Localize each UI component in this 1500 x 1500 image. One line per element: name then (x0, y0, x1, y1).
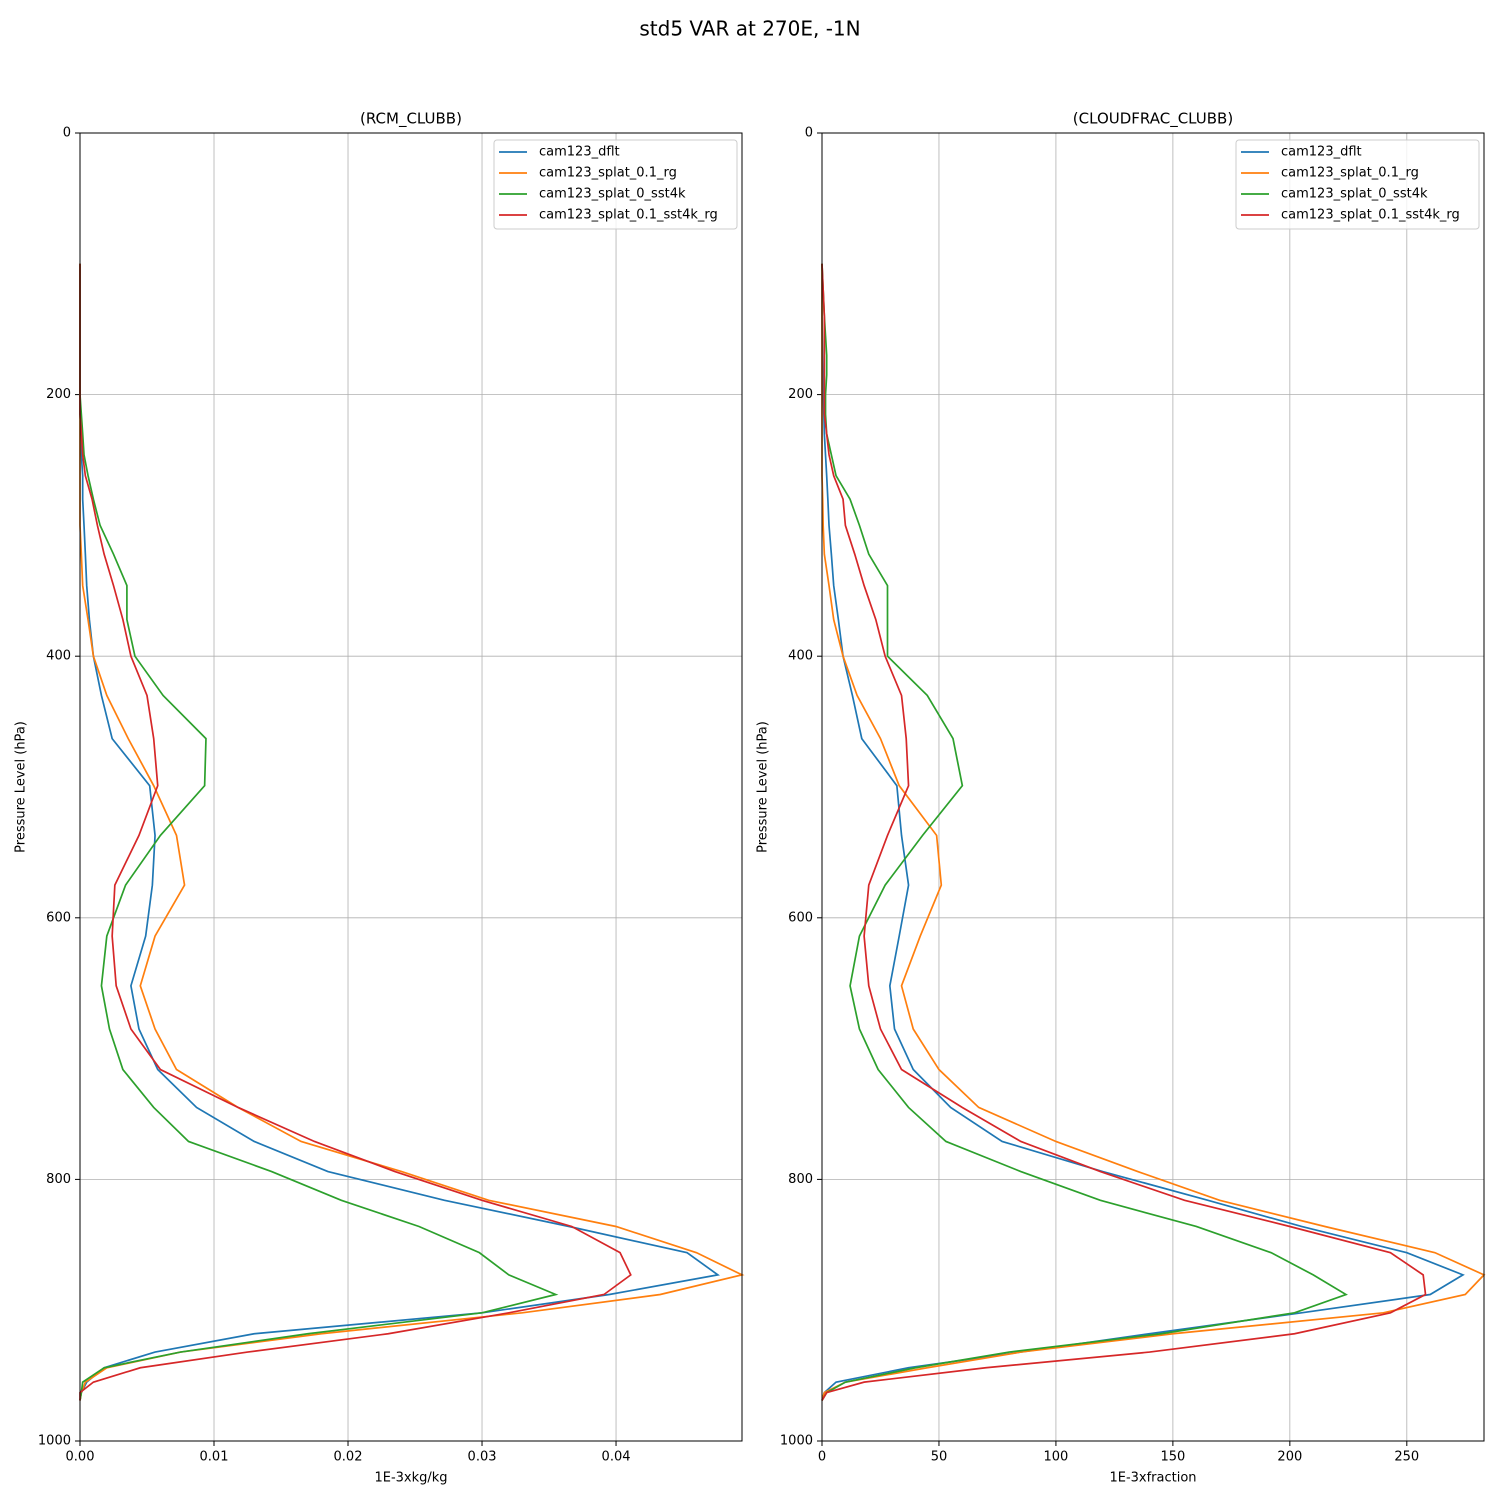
y-tick-label: 600 (788, 910, 813, 925)
series-line (79, 263, 559, 1401)
x-tick-label: 0 (818, 1450, 826, 1465)
x-axis-label: 1E-3xkg/kg (374, 1471, 447, 1486)
legend-label: cam123_splat_0.1_rg (1281, 166, 1419, 181)
legend-label: cam123_dflt (1281, 145, 1362, 160)
subplot-title: (RCM_CLUBB) (360, 110, 462, 129)
axes-frame (79, 132, 743, 1442)
y-tick-label: 800 (46, 1172, 71, 1187)
y-axis-label: Pressure Level (hPa) (14, 721, 29, 853)
y-tick-label: 1000 (38, 1434, 71, 1449)
x-tick-label: 50 (931, 1450, 948, 1465)
legend-label: cam123_splat_0.1_rg (539, 166, 677, 181)
legend: cam123_dflt cam123_splat_0.1_rg cam123_spl… (1235, 139, 1480, 230)
x-tick-label: 0.00 (66, 1450, 95, 1465)
y-tick-label: 200 (46, 387, 71, 402)
figure-title: std5 VAR at 270E, -1N (639, 17, 860, 41)
x-tick-label: 200 (1277, 1450, 1302, 1465)
legend-label: cam123_dflt (539, 145, 620, 160)
axes-frame (821, 132, 1485, 1442)
x-tick-label: 0.03 (468, 1450, 497, 1465)
x-tick-label: 150 (1160, 1450, 1185, 1465)
y-tick-label: 1000 (780, 1434, 813, 1449)
y-tick-label: 0 (63, 126, 71, 141)
series-line (821, 263, 1427, 1401)
y-tick-label: 400 (788, 649, 813, 664)
series-line (821, 263, 1348, 1401)
y-tick-label: 200 (788, 387, 813, 402)
x-tick-label: 0.02 (334, 1450, 363, 1465)
y-tick-label: 800 (788, 1172, 813, 1187)
legend-label: cam123_splat_0_sst4k (1281, 187, 1428, 202)
y-tick-label: 600 (46, 910, 71, 925)
x-tick-label: 0.01 (200, 1450, 229, 1465)
legend-label: cam123_splat_0.1_sst4k_rg (1281, 208, 1460, 223)
subplot-title: (CLOUDFRAC_CLUBB) (1073, 110, 1233, 129)
legend-box (493, 139, 738, 230)
y-axis-label: Pressure Level (hPa) (756, 721, 771, 853)
x-axis-label: 1E-3xfraction (1109, 1471, 1196, 1486)
legend-box (1235, 139, 1480, 230)
y-tick-label: 400 (46, 649, 71, 664)
legend-label: cam123_splat_0_sst4k (539, 187, 686, 202)
y-tick-label: 0 (805, 126, 813, 141)
x-tick-label: 100 (1044, 1450, 1069, 1465)
legend-label: cam123_splat_0.1_sst4k_rg (539, 208, 718, 223)
x-tick-label: 0.04 (602, 1450, 631, 1465)
legend: cam123_dflt cam123_splat_0.1_rg cam123_spl… (493, 139, 738, 230)
x-tick-label: 250 (1394, 1450, 1419, 1465)
